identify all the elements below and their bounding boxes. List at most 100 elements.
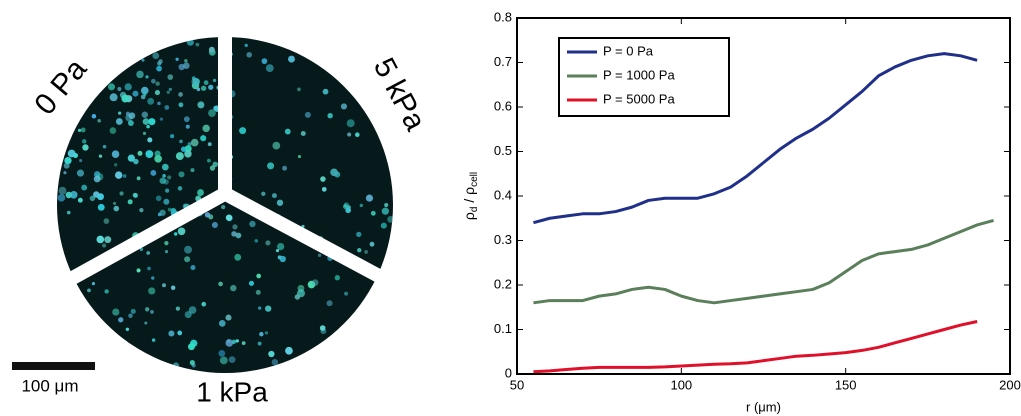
cell-dot bbox=[155, 81, 160, 86]
cell-dot bbox=[322, 88, 329, 95]
cell-dot bbox=[143, 92, 147, 97]
cell-dot bbox=[102, 243, 107, 248]
cell-dot bbox=[201, 301, 207, 307]
cell-dot bbox=[136, 176, 141, 181]
cell-dot bbox=[144, 321, 148, 325]
cell-dot bbox=[317, 253, 322, 257]
cell-dot bbox=[159, 177, 166, 185]
cell-dot bbox=[190, 138, 199, 147]
cell-dot bbox=[259, 331, 264, 337]
cell-dot bbox=[77, 197, 83, 203]
cell-dot bbox=[357, 247, 362, 253]
cell-dot bbox=[67, 149, 76, 158]
cell-dot bbox=[184, 59, 188, 63]
cell-dot bbox=[103, 218, 110, 224]
cell-dot bbox=[202, 124, 210, 133]
cell-dot bbox=[200, 135, 207, 142]
cell-dot bbox=[125, 327, 130, 331]
cell-dot bbox=[334, 275, 340, 281]
cell-dot bbox=[256, 273, 262, 279]
cell-dot bbox=[130, 308, 136, 314]
cell-dot bbox=[159, 117, 164, 121]
legend-label: P = 1000 Pa bbox=[603, 67, 675, 82]
cell-dot bbox=[157, 212, 162, 217]
cell-dot bbox=[265, 240, 271, 246]
cell-dot bbox=[109, 127, 117, 134]
cell-dot bbox=[80, 127, 86, 133]
cell-dot bbox=[246, 52, 253, 58]
cell-dot bbox=[188, 306, 197, 314]
cell-dot bbox=[114, 171, 123, 179]
cell-dot bbox=[125, 114, 133, 122]
y-tick-label: 0.2 bbox=[494, 276, 512, 291]
cell-dot bbox=[154, 90, 160, 96]
cell-dot bbox=[221, 204, 226, 210]
cell-dot bbox=[219, 356, 228, 365]
cell-dot bbox=[218, 320, 226, 327]
cell-dot bbox=[204, 212, 211, 218]
image-label: 1 kPa bbox=[196, 376, 268, 407]
cell-dot bbox=[319, 325, 326, 331]
cell-dot bbox=[326, 300, 333, 307]
cell-dot bbox=[178, 92, 183, 97]
legend-label: P = 0 Pa bbox=[603, 43, 654, 58]
cell-dot bbox=[321, 186, 327, 192]
y-tick-label: 0.7 bbox=[494, 54, 512, 69]
cell-dot bbox=[82, 144, 89, 151]
y-axis-label-part: ρ bbox=[461, 212, 477, 220]
cell-dot bbox=[147, 137, 153, 143]
cell-dot bbox=[156, 65, 162, 72]
y-tick-label: 0 bbox=[505, 365, 512, 380]
cell-dot bbox=[344, 291, 349, 296]
image-label: 0 Pa bbox=[28, 53, 93, 122]
cell-dot bbox=[230, 284, 237, 292]
cell-dot bbox=[127, 154, 135, 162]
cell-dot bbox=[111, 150, 120, 158]
cell-dot bbox=[141, 111, 149, 119]
x-tick-label: 50 bbox=[510, 377, 524, 392]
cell-dots bbox=[57, 37, 393, 369]
cell-dot bbox=[118, 317, 124, 323]
cell-dot bbox=[203, 80, 209, 86]
cell-dot bbox=[133, 193, 139, 199]
cell-dot bbox=[174, 232, 178, 236]
cell-dot bbox=[170, 285, 176, 290]
cell-dot bbox=[151, 276, 155, 280]
cell-dot bbox=[185, 124, 190, 129]
cell-dot bbox=[96, 235, 105, 244]
cell-dot bbox=[184, 245, 193, 254]
cell-dot bbox=[87, 288, 91, 293]
cell-dot bbox=[258, 306, 262, 310]
cell-dot bbox=[104, 289, 109, 294]
cell-dot bbox=[209, 165, 216, 171]
cell-dot bbox=[330, 168, 338, 177]
cell-dot bbox=[127, 120, 134, 126]
cell-dot bbox=[276, 199, 284, 206]
cell-dot bbox=[165, 188, 170, 193]
cell-dot bbox=[178, 171, 185, 178]
cell-dot bbox=[76, 169, 84, 177]
cell-dot bbox=[271, 193, 277, 199]
cell-dot bbox=[207, 142, 212, 147]
cell-dot bbox=[187, 142, 192, 147]
cell-dot bbox=[244, 43, 248, 48]
y-axis-label: ρd / ρcell bbox=[461, 172, 480, 220]
cell-dot bbox=[112, 308, 120, 316]
cell-dot bbox=[255, 289, 261, 295]
cell-dot bbox=[151, 78, 156, 84]
cell-dot bbox=[177, 186, 183, 191]
cell-dot bbox=[191, 78, 199, 86]
cell-dot bbox=[184, 311, 192, 319]
legend-label: P = 5000 Pa bbox=[603, 91, 675, 106]
cell-dot bbox=[167, 175, 172, 180]
cell-dot bbox=[380, 222, 387, 229]
cell-dot bbox=[147, 97, 155, 105]
cell-dot bbox=[187, 343, 195, 351]
cell-dot bbox=[347, 132, 352, 137]
cell-dot bbox=[265, 64, 274, 73]
scale-bar bbox=[12, 362, 95, 370]
cell-dot bbox=[139, 247, 144, 252]
x-tick-label: 150 bbox=[835, 377, 857, 392]
cell-dot bbox=[142, 131, 147, 135]
cell-dot bbox=[97, 193, 104, 201]
